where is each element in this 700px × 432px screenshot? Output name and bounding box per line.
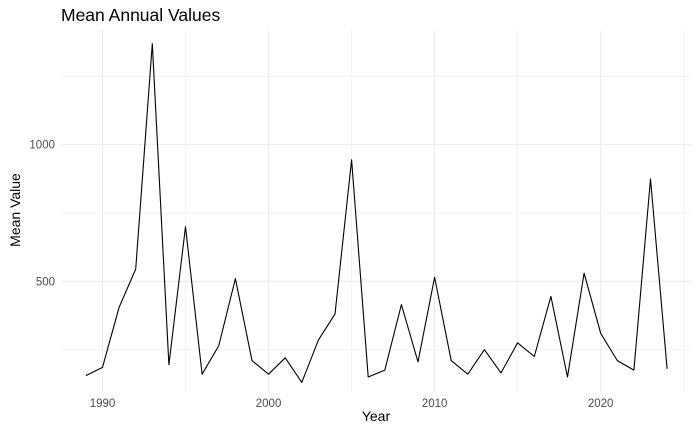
chart-title: Mean Annual Values bbox=[61, 5, 221, 25]
x-tick-label: 2020 bbox=[588, 398, 614, 410]
y-tick-label: 1000 bbox=[29, 140, 55, 152]
y-tick-label: 500 bbox=[36, 276, 55, 288]
x-tick-labels: 1990 2000 2010 2020 bbox=[90, 398, 614, 410]
series-layer bbox=[85, 43, 668, 383]
y-tick-labels: 500 1000 bbox=[29, 140, 55, 289]
minor-gridlines bbox=[61, 30, 692, 392]
y-axis-title: Mean Value bbox=[7, 173, 23, 247]
series-line bbox=[85, 43, 668, 383]
major-gridlines bbox=[61, 30, 692, 392]
x-axis-title: Year bbox=[362, 408, 391, 424]
x-tick-label: 2010 bbox=[422, 398, 448, 410]
x-tick-label: 2000 bbox=[256, 398, 282, 410]
x-tick-label: 1990 bbox=[90, 398, 116, 410]
